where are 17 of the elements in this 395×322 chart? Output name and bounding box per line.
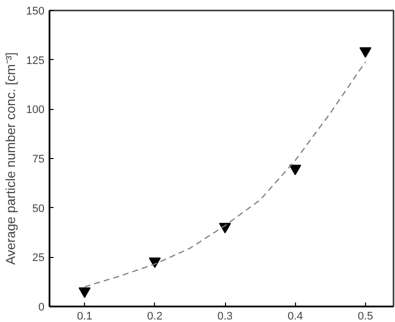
y-axis-title: Average particle number conc. [cm⁻³]: [3, 52, 18, 265]
y-tick-label: 100: [26, 104, 45, 116]
y-tick-label: 75: [32, 154, 45, 166]
point: [359, 47, 372, 58]
y-tick-label: 50: [32, 202, 45, 215]
x-tick-label: 0.5: [358, 310, 374, 322]
x-tick-label: 0.4: [288, 310, 303, 322]
y-tick-label: 0: [38, 302, 45, 314]
x-tick-label: 0.2: [147, 310, 162, 322]
x-tick-label: 0.3: [217, 310, 233, 322]
point: [148, 257, 161, 268]
point: [289, 164, 302, 176]
x-tick-label: 0.1: [76, 310, 92, 322]
y-tick-label: 25: [32, 252, 45, 264]
point: [78, 287, 91, 298]
y-tick-label: 150: [26, 6, 45, 18]
y-tick-label: 125: [26, 54, 45, 67]
